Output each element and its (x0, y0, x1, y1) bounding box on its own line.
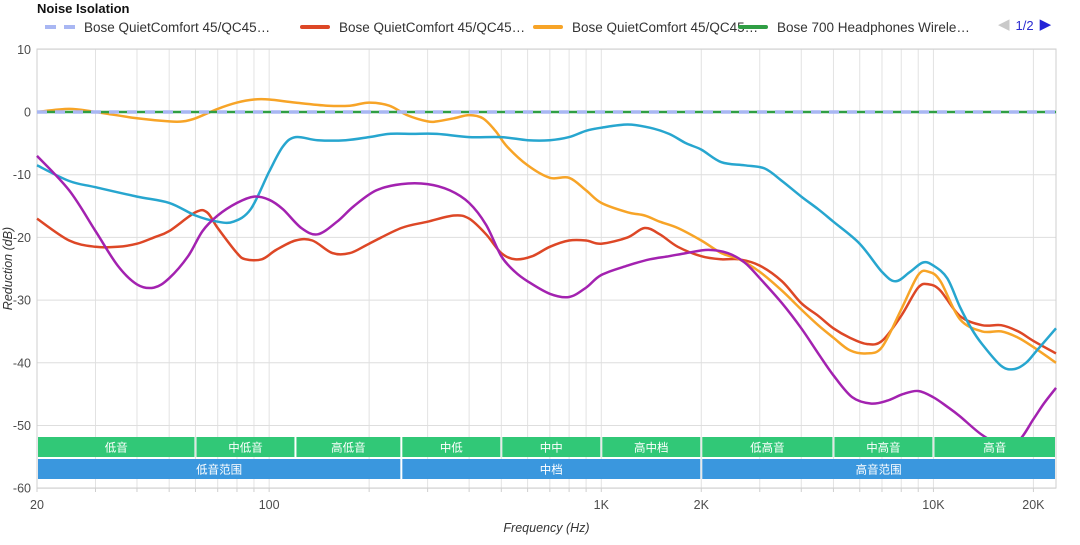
y-tick-label: -40 (13, 356, 31, 370)
legend-item-qc45-orange[interactable]: Bose QuietComfort 45/QC45… (533, 18, 758, 36)
legend-swatch-red-line (300, 25, 330, 29)
band-cell (296, 437, 401, 457)
band-cell (196, 437, 295, 457)
chart-area: 低音 中低音 高低音 中低 中中 高中档 低高音 中高音 高音 低音范围 中档 高音范围 20 100 1K… (0, 40, 1080, 545)
band-label: 低高音 (750, 441, 785, 455)
y-tick-label: -20 (13, 231, 31, 245)
band-cell (702, 459, 1055, 479)
page-indicator: 1/2 (1015, 17, 1034, 33)
legend-label: Bose 700 Headphones Wirele… (777, 19, 970, 35)
band-label: 中高音 (866, 441, 901, 455)
band-label: 中低 (440, 442, 463, 455)
band-cell (38, 459, 401, 479)
curve-purple-page2-series (36, 155, 1057, 447)
band-cell (402, 459, 701, 479)
y-tick-label: -30 (13, 294, 31, 308)
y-axis-title: Reduction (dB) (1, 227, 15, 310)
gridlines (36, 48, 1057, 489)
curve-qc45-red (36, 208, 1057, 355)
band-cell (502, 437, 601, 457)
curve-teal-page2-series (36, 123, 1057, 371)
band-cell (602, 437, 701, 457)
page-title: Noise Isolation (37, 1, 130, 16)
y-tick-label: -60 (13, 482, 31, 496)
band-label: 低音 (105, 441, 128, 455)
legend-item-qc45-dashed[interactable]: Bose QuietComfort 45/QC45… (45, 18, 270, 36)
band-label: 中中 (540, 442, 563, 455)
x-tick-label: 1K (594, 498, 610, 512)
legend-label: Bose QuietComfort 45/QC45… (84, 19, 271, 35)
legend-item-bose700[interactable]: Bose 700 Headphones Wirele… (738, 18, 970, 36)
band-cell (934, 437, 1055, 457)
band-label: 高中档 (634, 441, 669, 455)
legend-pagination: ◀ 1/2 ▶ (998, 16, 1051, 34)
band-cell (402, 437, 501, 457)
legend-label: Bose QuietComfort 45/QC45… (572, 19, 759, 35)
band-label: 中低音 (228, 441, 263, 455)
band-cell (38, 437, 195, 457)
x-tick-label: 20 (30, 498, 44, 512)
y-tick-label: 0 (24, 106, 31, 120)
legend-label: Bose QuietComfort 45/QC45… (339, 19, 526, 35)
x-tick-label: 10K (922, 498, 945, 512)
legend-swatch-dashed-line (45, 25, 75, 29)
x-axis-title: Frequency (Hz) (503, 521, 589, 535)
legend-item-qc45-red[interactable]: Bose QuietComfort 45/QC45… (300, 18, 525, 36)
band-label: 高音 (983, 441, 1006, 455)
band-label: 中档 (540, 463, 563, 477)
legend-swatch-orange-line (533, 25, 563, 29)
axis-labels: 20 100 1K 2K 10K 20K100-10-20-30-40-50-60Freq… (1, 43, 1045, 535)
x-tick-label: 100 (259, 498, 280, 512)
curves (36, 97, 1057, 447)
x-tick-label: 20K (1022, 498, 1045, 512)
band-cell (834, 437, 933, 457)
y-tick-label: -50 (13, 419, 31, 433)
band-label: 低音范围 (196, 463, 242, 477)
band-cell (702, 437, 833, 457)
y-tick-label: -10 (13, 168, 31, 182)
prev-page-button[interactable]: ◀ (998, 16, 1010, 33)
x-tick-label: 2K (694, 498, 710, 512)
y-tick-label: 10 (17, 43, 31, 57)
next-page-button[interactable]: ▶ (1039, 16, 1052, 33)
legend-swatch-green-line (738, 25, 768, 29)
band-label: 高音范围 (856, 463, 902, 477)
curve-qc45-orange (36, 97, 1057, 364)
band-label: 高低音 (331, 441, 366, 455)
